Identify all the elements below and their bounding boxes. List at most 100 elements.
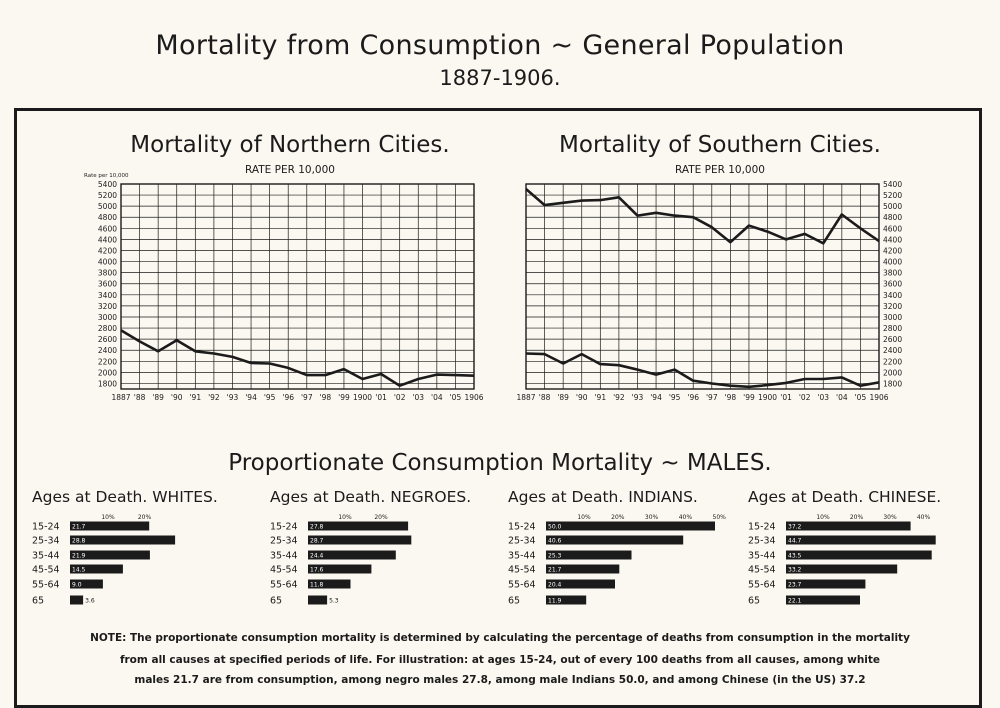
note-line-2: from all causes at specified periods of … (119, 654, 881, 666)
northern-y-tick-label: 2200 (98, 357, 117, 366)
southern-x-tick-label: '93 (632, 393, 644, 402)
northern-x-tick-label: '02 (394, 393, 406, 402)
chinese-bar (786, 579, 866, 589)
chinese-bar-value-label: 43.5 (788, 553, 802, 560)
northern-x-tick-label: '90 (171, 393, 183, 402)
southern-x-tick-label: '03 (817, 393, 829, 402)
northern-series-line-1 (120, 329, 475, 388)
chinese-bar-value-label: 37.2 (788, 524, 802, 531)
southern-x-tick-label: '90 (576, 393, 588, 402)
negroes-bar-value-label: 27.8 (310, 524, 324, 531)
northern-x-tick-label: '04 (431, 393, 443, 402)
southern-y-tick-label: 3600 (883, 280, 902, 289)
chinese-bar (786, 550, 932, 560)
whites-bar-value-label: 21.7 (72, 524, 86, 531)
negroes-bar (308, 564, 372, 574)
northern-x-tick-label: '97 (301, 393, 313, 402)
whites-category-label: 65 (32, 596, 44, 607)
northern-x-tick-label: '03 (412, 393, 424, 402)
whites-x-tick-label: 10% (101, 514, 115, 521)
whites-category-label: 45-54 (32, 565, 60, 576)
negroes-bar-value-label: 28.7 (310, 538, 324, 545)
southern-x-tick-label: '98 (725, 393, 737, 402)
whites-panel-title: Ages at Death. WHITES. (32, 488, 218, 506)
northern-x-tick-label: '01 (375, 393, 387, 402)
southern-y-tick-label: 3800 (883, 269, 902, 278)
chinese-category-label: 15-24 (748, 522, 776, 533)
chinese-category-label: 45-54 (748, 565, 776, 576)
northern-x-tick-label: 1900 (353, 393, 372, 402)
northern-y-tick-label: 3400 (98, 291, 117, 300)
negroes-category-label: 25-34 (270, 536, 298, 547)
northern-y-tick-label: 5000 (98, 202, 117, 211)
indians-bar (546, 521, 715, 531)
indians-category-label: 45-54 (508, 565, 536, 576)
indians-bar-value-label: 40.6 (548, 538, 562, 545)
southern-x-tick-label: '05 (855, 393, 867, 402)
northern-y-tick-label: 4200 (98, 246, 117, 255)
negroes-x-tick-label: 20% (374, 514, 388, 521)
whites-bar-value-label: 3.6 (85, 598, 95, 605)
indians-category-label: 65 (508, 596, 520, 607)
chinese-bar-value-label: 44.7 (788, 538, 802, 545)
southern-plot-area (525, 183, 880, 390)
southern-y-tick-label: 5000 (883, 202, 902, 211)
indians-bar (546, 579, 615, 589)
northern-plot-area (120, 183, 475, 390)
southern-x-tick-label: '95 (669, 393, 681, 402)
southern-x-tick-label: '02 (799, 393, 811, 402)
northern-x-tick-label: '88 (134, 393, 146, 402)
northern-x-tick-label: 1887 (111, 393, 130, 402)
northern-x-tick-label: 1906 (464, 393, 483, 402)
chinese-bar-value-label: 33.2 (788, 567, 802, 574)
southern-y-tick-label: 2400 (883, 346, 902, 355)
northern-y-axis-title: Rate per 10,000 (84, 173, 129, 179)
negroes-category-label: 55-64 (270, 580, 298, 591)
chinese-bar-value-label: 22.1 (788, 598, 802, 605)
negroes-category-label: 45-54 (270, 565, 298, 576)
southern-y-tick-label: 2600 (883, 335, 902, 344)
whites-bar (70, 595, 84, 605)
southern-y-tick-label: 4200 (883, 246, 902, 255)
indians-bar-value-label: 21.7 (548, 567, 562, 574)
northern-y-tick-label: 2800 (98, 324, 117, 333)
whites-bar (70, 535, 176, 545)
southern-chart-title: Mortality of Southern Cities. (559, 132, 881, 158)
whites-bar-value-label: 9.0 (72, 582, 82, 589)
northern-y-tick-label: 4400 (98, 235, 117, 244)
southern-y-tick-label: 4600 (883, 224, 902, 233)
northern-x-tick-label: '93 (227, 393, 239, 402)
southern-x-tick-label: '99 (743, 393, 755, 402)
southern-y-tick-label: 5200 (883, 191, 902, 200)
chinese-bar-value-label: 23.7 (788, 582, 802, 589)
northern-y-tick-label: 3200 (98, 302, 117, 311)
whites-category-label: 25-34 (32, 536, 60, 547)
indians-bar-value-label: 25.3 (548, 553, 562, 560)
northern-y-tick-label: 3600 (98, 280, 117, 289)
southern-y-tick-label: 5400 (883, 180, 902, 189)
northern-x-tick-label: '99 (338, 393, 350, 402)
southern-y-tick-label: 4800 (883, 213, 902, 222)
southern-x-tick-label: '92 (613, 393, 625, 402)
indians-bar (546, 550, 632, 560)
northern-y-tick-label: 2600 (98, 335, 117, 344)
northern-x-tick-label: '98 (320, 393, 332, 402)
northern-x-tick-label: '96 (282, 393, 294, 402)
indians-x-tick-label: 10% (577, 514, 591, 521)
northern-y-tick-label: 2400 (98, 346, 117, 355)
southern-y-tick-label: 4400 (883, 235, 902, 244)
chinese-x-tick-label: 10% (816, 514, 830, 521)
indians-bar (546, 564, 620, 574)
negroes-bar (308, 521, 409, 531)
southern-series-line-1 (525, 188, 880, 245)
negroes-bar (308, 550, 396, 560)
indians-bar-value-label: 20.4 (548, 582, 562, 589)
negroes-bar (308, 595, 328, 605)
whites-bar (70, 521, 150, 531)
whites-x-tick-label: 20% (138, 514, 152, 521)
southern-x-tick-label: '01 (780, 393, 792, 402)
northern-x-tick-label: '05 (450, 393, 462, 402)
bar-section-title: Proportionate Consumption Mortality ~ MA… (228, 450, 772, 476)
indians-x-tick-label: 20% (611, 514, 625, 521)
southern-x-tick-label: 1887 (516, 393, 535, 402)
